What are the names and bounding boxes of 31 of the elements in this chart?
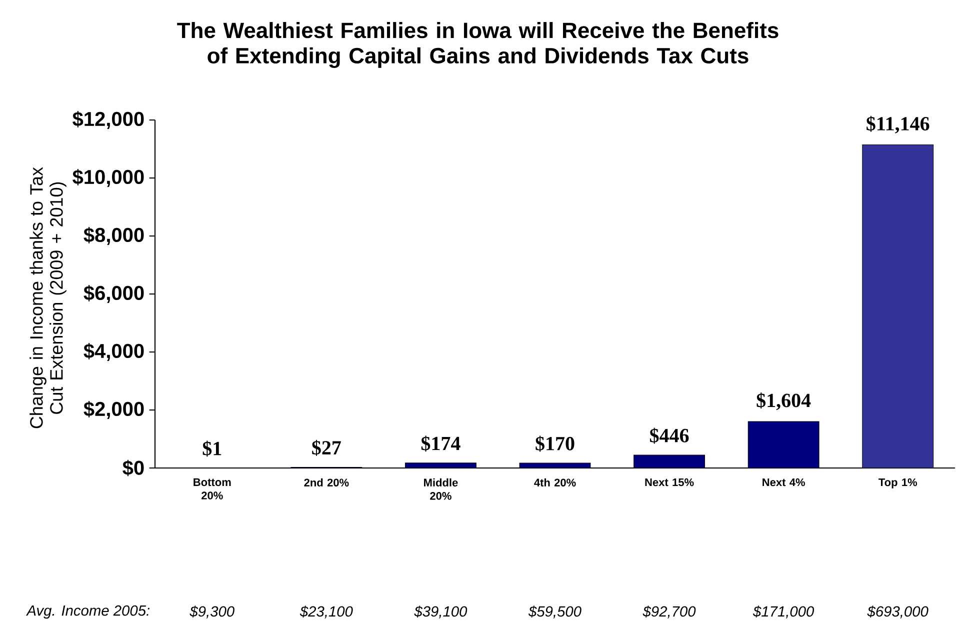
text: $92,700 [642, 606, 696, 618]
data-label: $11,146 [866, 116, 930, 134]
y-axis-title: Change in Income thanks to Tax Cut Extension (2009 + 2010) [30, 167, 66, 428]
x-tick-label: 4th 20% [534, 478, 576, 486]
y-tick-label: $0 [122, 460, 144, 476]
y-tick-label: $4,000 [84, 343, 144, 361]
y-tick-label: $10,000 [72, 169, 144, 187]
text: Avg. Income 2005: [26, 605, 150, 619]
y-tick-label: $12,000 [72, 111, 144, 129]
x-tick-label: Next 15% [645, 478, 694, 486]
text: $59,500 [528, 606, 582, 618]
text: $9,300 [190, 606, 234, 618]
data-label: $1,604 [756, 392, 811, 410]
y-tick-label: $8,000 [84, 227, 144, 245]
text: $39,100 [414, 606, 468, 618]
text: $23,100 [300, 606, 353, 618]
y-tick-label: $2,000 [84, 401, 144, 419]
data-label: $1 [202, 440, 222, 457]
x-tick-label: Next 4% [762, 478, 805, 486]
x-tick-label: 2nd 20% [304, 478, 349, 486]
x-tick-label: Bottom 20% [194, 478, 231, 500]
data-label: $174 [421, 436, 460, 452]
data-label: $446 [650, 428, 689, 444]
chart-title: The Wealthiest Families in Iowa will Receive the Benefits of Extending Capital Gains and Dividends Tax Cuts [177, 22, 778, 68]
data-label: $27 [312, 440, 341, 456]
data-label: $170 [536, 436, 574, 452]
text: $171,000 [752, 606, 814, 618]
y-tick-label: $6,000 [84, 285, 144, 303]
x-tick-label: Top 1% [878, 478, 918, 488]
text: $693,000 [867, 606, 928, 618]
x-tick-label: Middle 20% [424, 478, 458, 500]
